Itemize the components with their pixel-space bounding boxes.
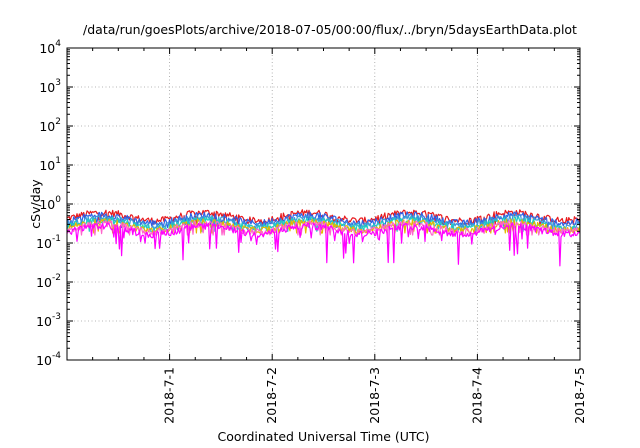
x-tick-label: 2018-7-4	[469, 367, 484, 424]
y-tick-label: 10-2	[36, 273, 61, 290]
x-axis-label: Coordinated Universal Time (UTC)	[218, 429, 430, 444]
y-tick-label: 101	[39, 156, 61, 173]
y-tick-label: 102	[39, 117, 61, 134]
y-tick-label: 10-3	[36, 312, 61, 329]
x-tick-label: 2018-7-5	[572, 367, 587, 424]
series-line-3	[66, 214, 581, 231]
y-tick-label: 10-1	[36, 234, 61, 251]
y-tick-label: 104	[39, 39, 61, 56]
series-line-6	[66, 220, 581, 236]
x-tick-label: 2018-7-3	[367, 367, 382, 424]
series-line-7	[66, 222, 581, 267]
chart-title: /data/run/goesPlots/archive/2018-07-05/0…	[83, 22, 577, 37]
x-tick-label: 2018-7-1	[162, 367, 177, 424]
y-axis-label: cSv/day	[28, 179, 43, 229]
y-tick-label: 10-4	[36, 351, 61, 368]
series-layer	[66, 209, 581, 267]
x-axis: 2018-7-1 2018-7-2 2018-7-3 2018-7-4 2018-7-5	[92, 48, 587, 424]
y-tick-label: 103	[39, 78, 61, 95]
x-tick-label: 2018-7-2	[264, 367, 279, 424]
grid	[67, 47, 581, 361]
